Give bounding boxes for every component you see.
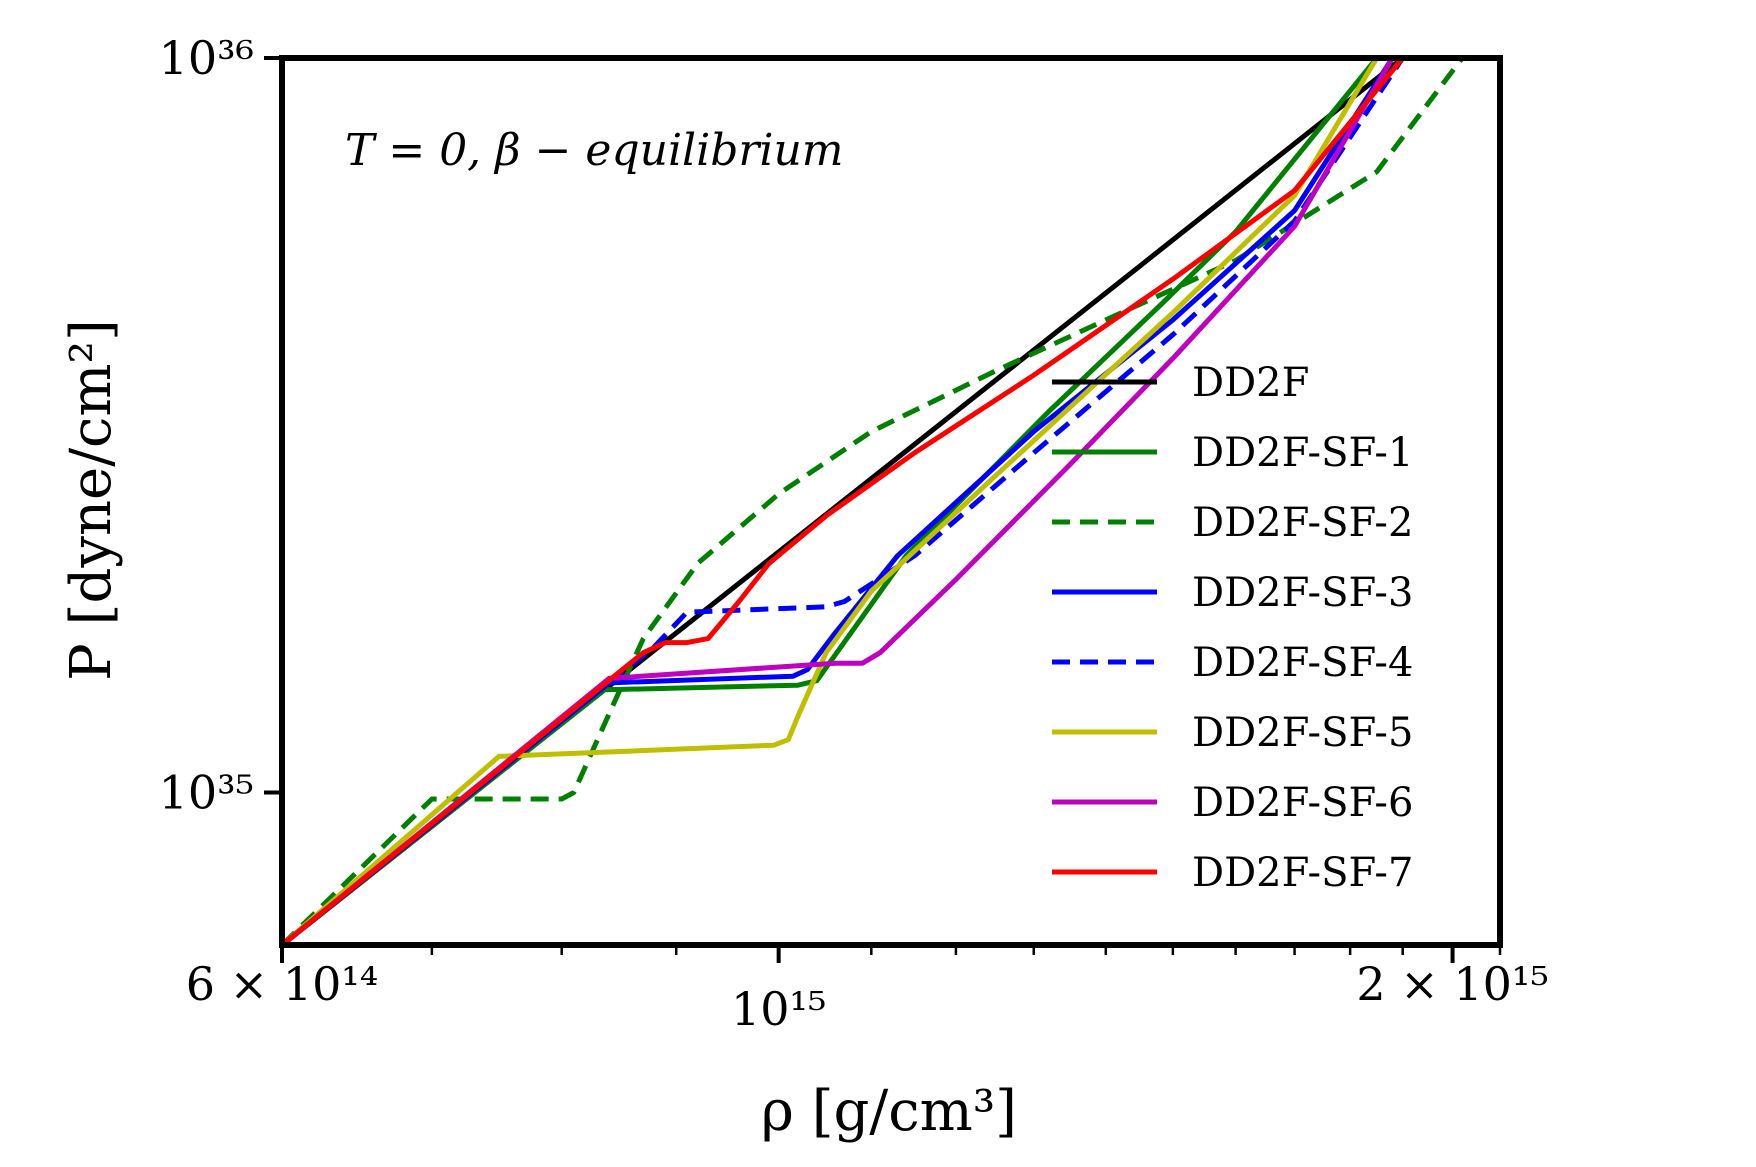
tick-layer xyxy=(264,56,1502,963)
series-line-dd2f-sf-7 xyxy=(282,58,1405,945)
y-axis-title: P [dyne/cm²] xyxy=(59,319,124,681)
plot-frame xyxy=(279,55,1503,948)
legend-label: DD2F-SF-1 xyxy=(1192,430,1413,476)
annotation: T = 0, β − equilibrium xyxy=(345,125,844,176)
legend-item-dd2f-sf-4: DD2F-SF-4 xyxy=(1052,640,1413,686)
legend-label: DD2F-SF-3 xyxy=(1192,570,1413,616)
y-tick-label: 10³⁶ xyxy=(159,31,254,85)
y-tick-label: 10³⁵ xyxy=(159,766,254,820)
legend-item-dd2f-sf-6: DD2F-SF-6 xyxy=(1052,780,1413,826)
legend-item-dd2f-sf-2: DD2F-SF-2 xyxy=(1052,500,1413,546)
legend: DD2F DD2F-SF-1 DD2F-SF-2 DD2F-SF-3 DD2F-SF-4… xyxy=(1052,360,1413,896)
series-layer xyxy=(282,58,1465,945)
legend-item-dd2f-sf-3: DD2F-SF-3 xyxy=(1052,570,1413,616)
series-line-dd2f-sf-4 xyxy=(282,58,1405,945)
legend-label: DD2F-SF-6 xyxy=(1192,780,1413,826)
legend-item-dd2f-sf-1: DD2F-SF-1 xyxy=(1052,430,1413,476)
x-tick-label: 10¹⁵ xyxy=(731,982,826,1036)
x-axis-title: ρ [g/cm³] xyxy=(761,1079,1017,1144)
legend-item-dd2f-sf-7: DD2F-SF-7 xyxy=(1052,850,1413,896)
legend-item-dd2f-sf-5: DD2F-SF-5 xyxy=(1052,710,1413,756)
legend-label: DD2F-SF-5 xyxy=(1192,710,1413,756)
legend-label: DD2F-SF-7 xyxy=(1192,850,1413,896)
legend-label: DD2F xyxy=(1192,360,1309,406)
legend-label: DD2F-SF-4 xyxy=(1192,640,1413,686)
x-tick-label: 6 × 10¹⁴ xyxy=(186,957,378,1011)
x-tick-label: 2 × 10¹⁵ xyxy=(1356,957,1548,1011)
tick-labels: 6 × 10¹⁴ 10¹⁵ 2 × 10¹⁵ 10³⁵ 10³⁶ xyxy=(159,31,1549,1036)
legend-label: DD2F-SF-2 xyxy=(1192,500,1413,546)
series-line-dd2f-sf-5 xyxy=(282,58,1379,945)
legend-item-dd2f: DD2F xyxy=(1052,360,1309,406)
series-line-dd2f-sf-6 xyxy=(282,58,1395,945)
